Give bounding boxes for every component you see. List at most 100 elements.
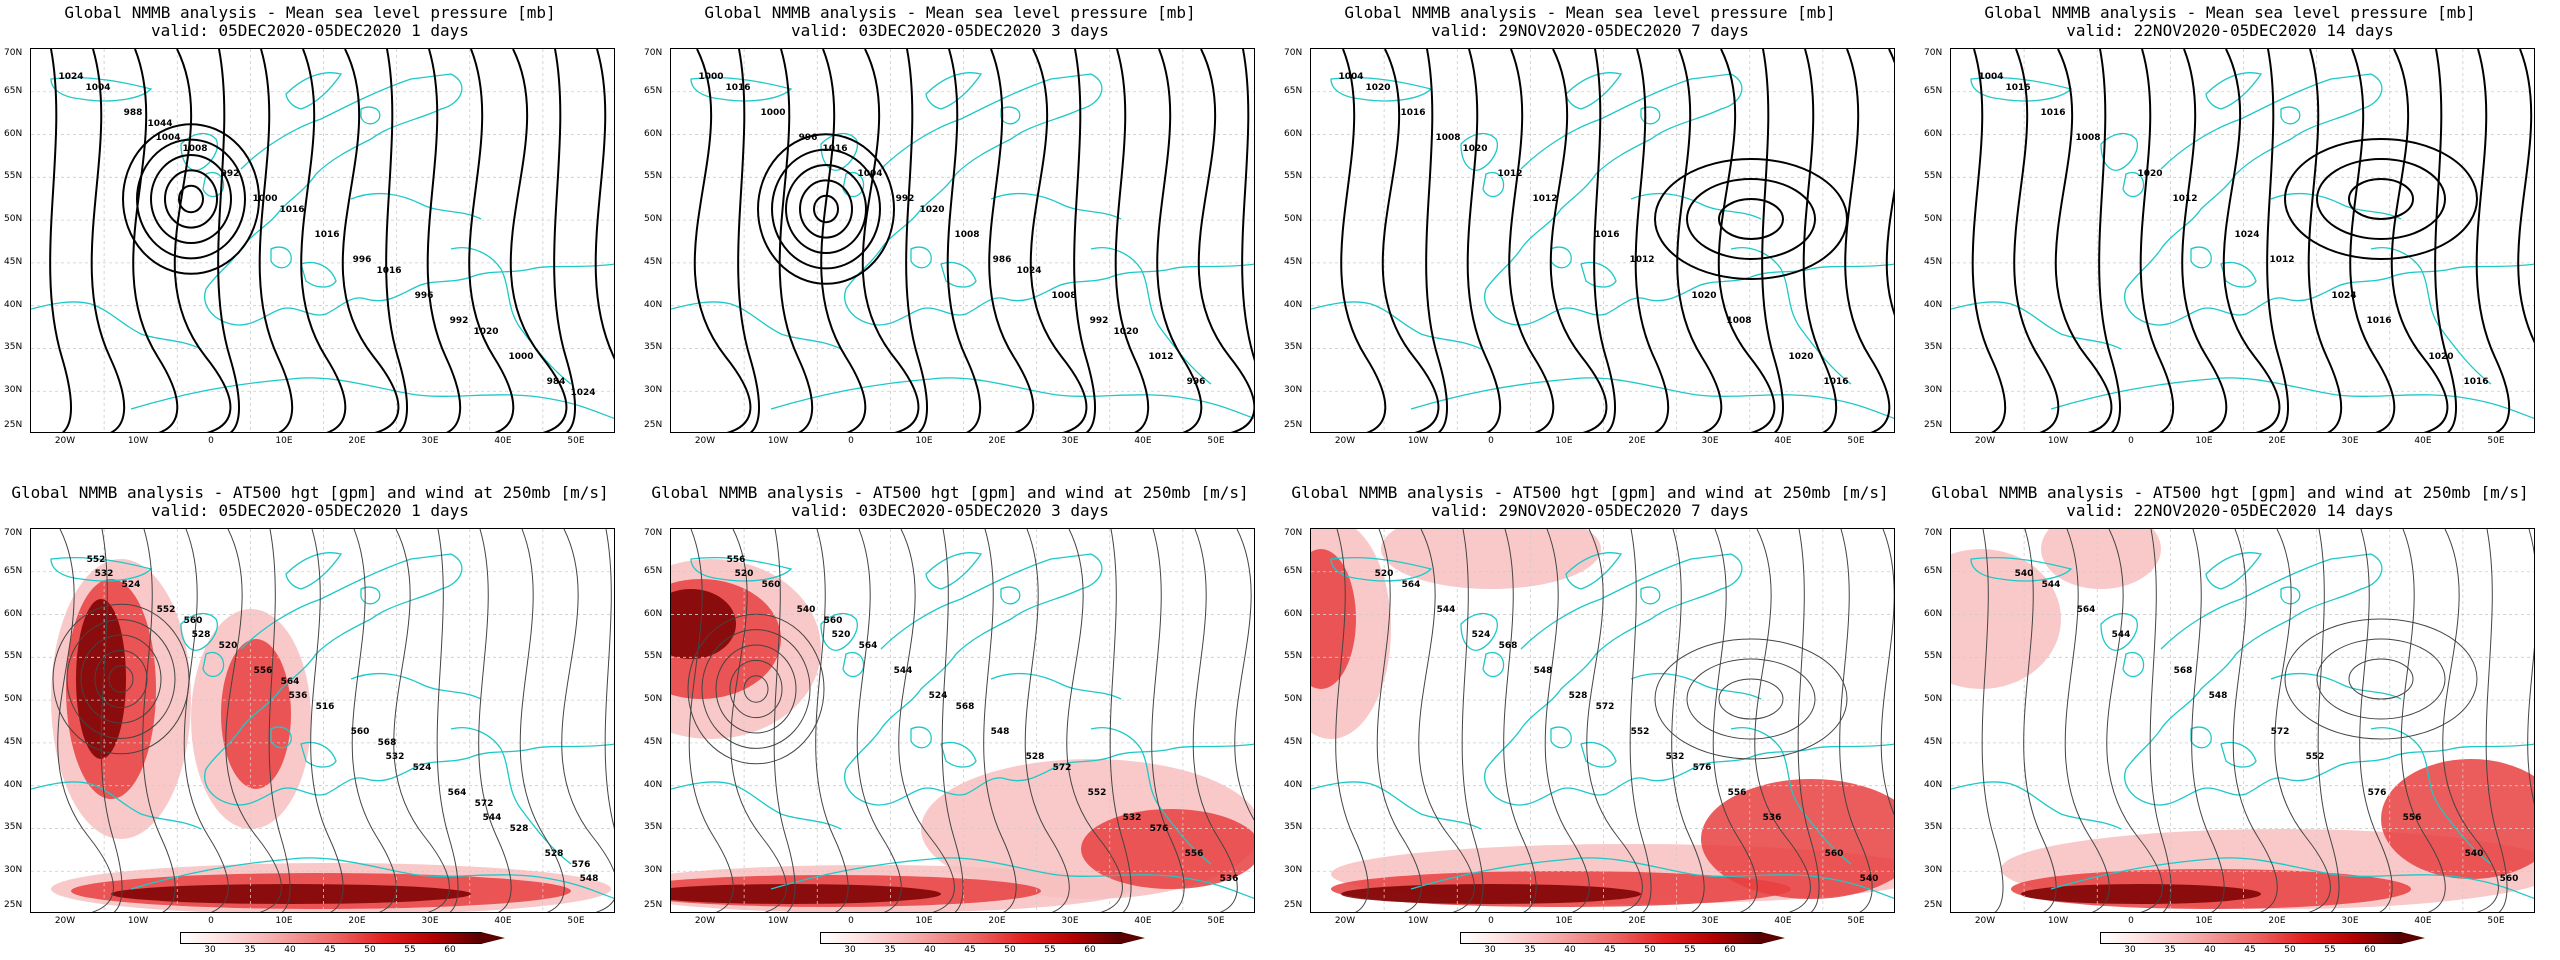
panel-valid-period: valid: 05DEC2020-05DEC2020 1 days (151, 501, 469, 520)
latitude-label: 50N (1924, 694, 1943, 705)
contour-label: 560 (2500, 874, 2519, 884)
longitude-label: 30E (1701, 916, 1719, 926)
colorbar-ramp (2100, 932, 2402, 944)
coastline (842, 171, 865, 198)
isoline (2359, 529, 2393, 912)
latitude-label: 65N (1924, 565, 1943, 576)
closed-isoline (2348, 178, 2414, 220)
contour-label: 524 (929, 691, 948, 701)
longitude-label: 10E (915, 436, 933, 446)
contour-label: 564 (448, 788, 467, 798)
contour-label: 996 (799, 133, 818, 143)
isoline (1544, 529, 1590, 912)
isoline (1066, 529, 1123, 912)
isoline (773, 529, 796, 912)
coastline (1565, 72, 1623, 110)
latitude-label: 25N (4, 900, 23, 910)
contour-label: 1024 (1016, 266, 1041, 276)
latitude-label: 70N (1924, 528, 1943, 538)
latitude-label: 70N (644, 528, 663, 538)
panel-title: Global NMMB analysis - Mean sea level pr… (1344, 3, 1836, 22)
isoline (2390, 49, 2449, 432)
closed-isoline (687, 613, 825, 765)
latitude-label: 45N (1924, 736, 1943, 747)
latitude-label: 30N (1924, 865, 1943, 876)
contour-label: 1044 (147, 119, 172, 129)
map-plot: 1004 1008 1012 1012 1008 1016 1016 1012 1016 1020… (1311, 49, 1894, 432)
isoline (988, 49, 1035, 432)
longitude-label: 50E (567, 436, 585, 446)
longitude-label: 40E (1774, 916, 1792, 926)
contour-label: 1016 (376, 266, 401, 276)
contour-label: 1016 (1594, 230, 1619, 240)
contour-label: 572 (1053, 763, 1072, 773)
coastline (925, 552, 983, 590)
latitude-label: 40N (644, 299, 663, 310)
contour-label: 1020 (1113, 327, 1138, 337)
isoline (604, 529, 614, 829)
wind-colorbar: 30 35 40 45 50 55 60 (150, 932, 510, 960)
coastline (270, 246, 292, 269)
contour-label: 568 (2174, 666, 2193, 676)
map-plot: 532 528 536 532 544 548 552 556 560 564 528 524 520 5… (31, 529, 614, 912)
latitude-label: 40N (1924, 779, 1943, 790)
contour-label: 556 (2403, 813, 2422, 823)
latitude-label: 25N (1284, 900, 1303, 910)
isoline (341, 49, 400, 432)
closed-isoline (1718, 678, 1784, 720)
isoline (856, 529, 902, 912)
coastline (1580, 261, 1617, 288)
latitude-label: 55N (644, 651, 663, 662)
latitude-label: 50N (1284, 694, 1303, 705)
map-area: 520 524 528 532 536 540 544 548 552 556 560 564 568 5… (1310, 528, 1895, 913)
isoline (2106, 529, 2163, 912)
contour-label: 544 (2042, 580, 2061, 590)
colorbar-max-arrow (2401, 932, 2425, 944)
longitude-label: 30E (1061, 916, 1079, 926)
isoline (1192, 529, 1238, 912)
isoline (258, 49, 293, 432)
latitude-label: 45N (4, 256, 23, 267)
longitude-label: 10E (915, 916, 933, 926)
closed-isoline (94, 649, 148, 709)
contour-label: 556 (1185, 849, 1204, 859)
map-plot: 520 520 524 528 532 536 540 544 548 552 556 560 564 5… (671, 529, 1254, 912)
wind-height-panel: Global NMMB analysis - AT500 hgt [gpm] a… (0, 480, 620, 940)
wind-speed-shading (2021, 884, 2261, 904)
contour-label: 532 (95, 569, 114, 579)
contour-label: 524 (1472, 630, 1491, 640)
contour-label: 544 (2112, 630, 2131, 640)
map-area: 540 544 548 552 556 560 564 568 572 576 540 544 (1950, 528, 2535, 913)
contour-label: 1004 (85, 83, 110, 93)
longitude-label: 10W (1407, 916, 1429, 926)
panel-title: Global NMMB analysis - AT500 hgt [gpm] a… (1291, 483, 1889, 502)
isoline (688, 529, 734, 912)
latitude-label: 65N (1924, 85, 1943, 96)
colorbar-ramp (820, 932, 1122, 944)
contour-label: 1020 (2428, 352, 2453, 362)
panel-valid-period: valid: 22NOV2020-05DEC2020 14 days (2066, 21, 2394, 40)
contour-label: 1008 (2075, 133, 2100, 143)
latitude-label: 30N (4, 865, 23, 876)
panel-valid-period: valid: 29NOV2020-05DEC2020 7 days (1431, 21, 1749, 40)
map-area: 532 528 536 532 544 548 552 556 560 564 528 524 520 5… (30, 528, 615, 913)
contour-label: 552 (1088, 788, 1107, 798)
isoline (2442, 529, 2499, 912)
contour-label: 552 (2306, 752, 2325, 762)
colorbar-tick: 50 (1644, 945, 1656, 955)
coastline (202, 171, 225, 198)
isoline (2400, 529, 2446, 912)
contour-label: 1020 (473, 327, 498, 337)
contour-label: 1020 (2137, 169, 2162, 179)
latitude-label: 40N (4, 299, 23, 310)
latitude-label: 65N (644, 85, 663, 96)
latitude-label: 60N (4, 128, 23, 139)
contour-label: 984 (547, 377, 566, 387)
isoline (2274, 529, 2331, 912)
isoline (1981, 529, 2004, 912)
isoline (2023, 529, 2057, 912)
longitude-label: 40E (2414, 436, 2432, 446)
coastline (2205, 552, 2263, 590)
coastline (1482, 651, 1505, 678)
latitude-label: 35N (4, 822, 23, 833)
